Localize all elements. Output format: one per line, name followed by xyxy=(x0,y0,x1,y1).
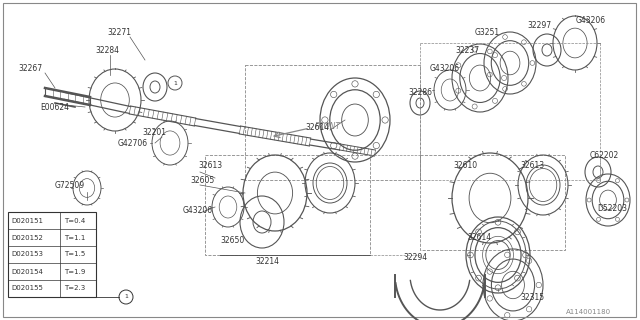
Bar xyxy=(8,212,96,297)
Bar xyxy=(245,65,420,180)
Text: T=1.5: T=1.5 xyxy=(64,252,85,258)
Text: G42706: G42706 xyxy=(118,139,148,148)
Text: G72509: G72509 xyxy=(55,180,85,189)
Text: 32267: 32267 xyxy=(18,63,42,73)
Text: T=0.4: T=0.4 xyxy=(64,218,85,223)
Text: G3251: G3251 xyxy=(475,28,500,36)
Text: 32284: 32284 xyxy=(95,45,119,54)
Text: 1: 1 xyxy=(173,81,177,85)
Text: 32614: 32614 xyxy=(467,233,491,242)
Text: D020152: D020152 xyxy=(11,235,43,241)
Text: 32614: 32614 xyxy=(305,123,329,132)
Text: 32294: 32294 xyxy=(403,252,427,261)
Text: 32201: 32201 xyxy=(142,127,166,137)
Text: D020154: D020154 xyxy=(11,268,43,275)
Text: A114001180: A114001180 xyxy=(566,309,611,315)
Text: T=2.3: T=2.3 xyxy=(64,285,85,292)
Text: 32605: 32605 xyxy=(190,175,214,185)
Text: G43206: G43206 xyxy=(430,63,460,73)
Text: 32297: 32297 xyxy=(527,20,551,29)
Text: C62202: C62202 xyxy=(590,150,620,159)
Text: 32286: 32286 xyxy=(408,87,432,97)
Text: G43206: G43206 xyxy=(183,205,213,214)
Text: D020151: D020151 xyxy=(11,218,43,223)
Text: G43206: G43206 xyxy=(576,15,606,25)
Text: D020155: D020155 xyxy=(11,285,43,292)
Text: 32214: 32214 xyxy=(255,258,279,267)
Text: 1: 1 xyxy=(124,294,128,300)
Text: FRONT: FRONT xyxy=(315,122,341,131)
Text: 32315: 32315 xyxy=(520,293,544,302)
Text: E00624: E00624 xyxy=(40,102,69,111)
Text: 32650: 32650 xyxy=(220,236,244,244)
Text: 32613: 32613 xyxy=(520,161,544,170)
Text: T=1.1: T=1.1 xyxy=(64,235,85,241)
Text: 32237: 32237 xyxy=(455,45,479,54)
Text: 32613: 32613 xyxy=(198,161,222,170)
Text: T=1.9: T=1.9 xyxy=(64,268,85,275)
Text: D52203: D52203 xyxy=(597,204,627,212)
Bar xyxy=(205,155,370,255)
Text: D020153: D020153 xyxy=(11,252,43,258)
Text: 32610: 32610 xyxy=(453,161,477,170)
Text: 32271: 32271 xyxy=(107,28,131,36)
Bar xyxy=(420,155,565,250)
